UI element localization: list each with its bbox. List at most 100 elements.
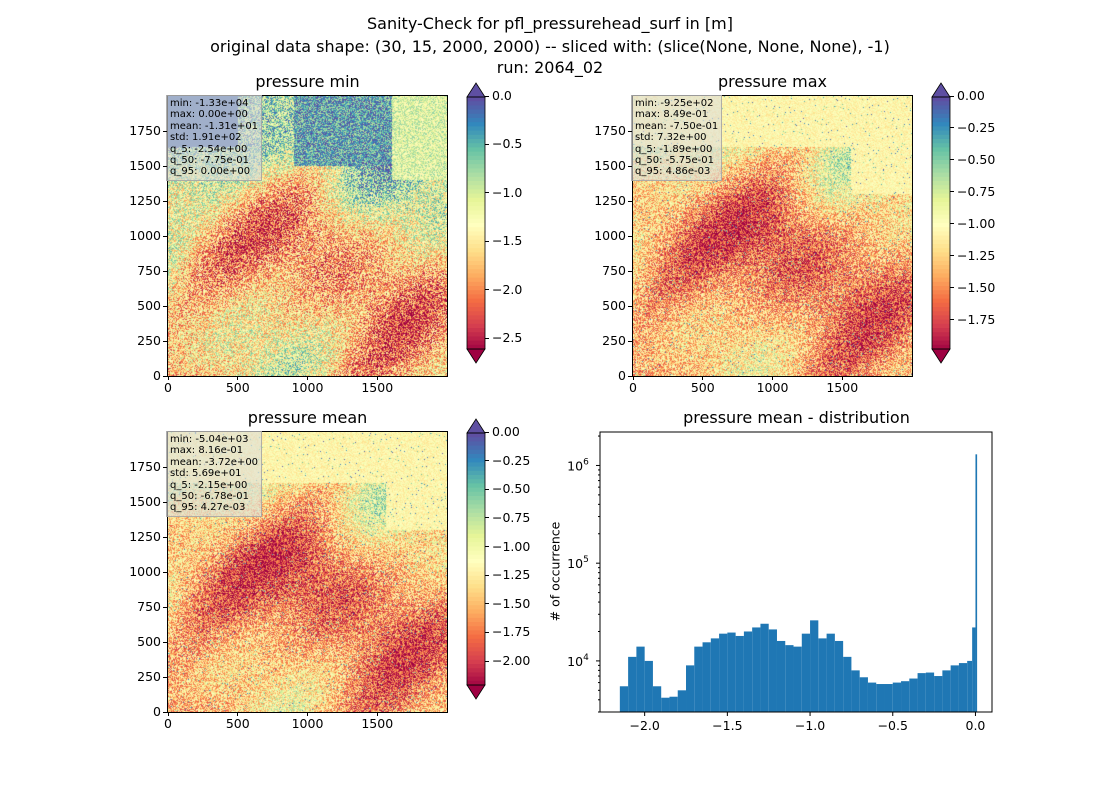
x-axis-tick bbox=[632, 376, 634, 380]
stats-line: q_95: 4.86e-03 bbox=[635, 166, 711, 178]
colorbar-segment bbox=[467, 214, 485, 220]
colorbar-tick-label: −1.50 bbox=[957, 279, 996, 295]
colorbar-segment bbox=[932, 315, 950, 321]
colorbar-segment bbox=[467, 580, 485, 585]
histogram-x-tick-label: −0.5 bbox=[878, 718, 908, 733]
colorbar-border bbox=[466, 96, 486, 350]
stats-box: min: -5.04e+03 max: 8.16e-01 mean: -3.72e+… bbox=[166, 431, 263, 517]
colorbar-segment bbox=[467, 659, 485, 665]
colorbar-segment bbox=[932, 340, 950, 346]
colorbar-segment bbox=[467, 227, 485, 232]
colorbar-segment bbox=[932, 176, 950, 182]
histogram-bar bbox=[727, 632, 736, 712]
histogram-bar bbox=[686, 665, 695, 712]
y-axis-tick bbox=[163, 165, 167, 167]
histogram-bar bbox=[818, 638, 827, 712]
colorbar-segment bbox=[467, 197, 485, 203]
colorbar-tick-label: −0.25 bbox=[492, 452, 531, 468]
histogram-frame bbox=[599, 431, 993, 713]
colorbar-segment bbox=[467, 323, 485, 329]
histogram-bar bbox=[652, 686, 662, 712]
y-axis-tick bbox=[163, 200, 167, 202]
colorbar-segment bbox=[467, 496, 485, 501]
colorbar-segment bbox=[467, 672, 485, 678]
x-axis-tick-label: 0 bbox=[164, 380, 172, 395]
colorbar-segment bbox=[467, 483, 485, 489]
colorbar-segment bbox=[467, 630, 485, 636]
colorbar-segment bbox=[467, 126, 485, 132]
y-axis-tick bbox=[163, 305, 167, 307]
colorbar-tick bbox=[485, 143, 489, 145]
histogram-bar bbox=[884, 684, 893, 712]
colorbar-segment bbox=[932, 181, 950, 186]
colorbar-segment bbox=[932, 286, 950, 291]
heatmap-title: pressure mean bbox=[247, 408, 368, 427]
y-axis-tick bbox=[163, 676, 167, 678]
colorbar-segment bbox=[467, 172, 485, 178]
colorbar-segment bbox=[467, 298, 485, 304]
colorbar-graphic bbox=[931, 82, 951, 364]
histogram-bar bbox=[909, 678, 918, 712]
y-axis-tick-label: 1250 bbox=[129, 529, 161, 544]
histogram-bar bbox=[760, 623, 769, 712]
y-axis-tick-label: 750 bbox=[137, 599, 161, 614]
y-axis-tick bbox=[628, 200, 632, 202]
colorbar-segment bbox=[932, 239, 950, 245]
y-axis-tick-label: 1500 bbox=[129, 158, 161, 173]
y-axis-tick-label: 1750 bbox=[594, 123, 626, 138]
colorbar-segment bbox=[467, 550, 485, 556]
colorbar-segment bbox=[932, 231, 950, 237]
colorbar-segment bbox=[467, 588, 485, 594]
colorbar-segment bbox=[467, 302, 485, 308]
stats-box: min: -9.25e+02 max: 8.49e-01 mean: -7.50e-… bbox=[631, 95, 723, 181]
colorbar-segment bbox=[932, 260, 950, 266]
stats-line: q_95: 0.00e+00 bbox=[170, 166, 251, 178]
histogram-bar bbox=[843, 656, 852, 712]
x-axis-tick bbox=[237, 376, 239, 380]
colorbar-segment bbox=[467, 223, 485, 228]
colorbar-tick bbox=[950, 159, 954, 161]
colorbar-segment bbox=[467, 521, 485, 526]
colorbar-segment bbox=[467, 605, 485, 610]
colorbar-segment bbox=[467, 559, 485, 564]
stats-line: min: -5.04e+03 bbox=[170, 434, 249, 445]
colorbar-segment bbox=[467, 281, 485, 287]
colorbar-segment bbox=[932, 277, 950, 283]
colorbar-tick-label: −1.0 bbox=[492, 184, 523, 200]
colorbar-segment bbox=[932, 113, 950, 119]
stats-line: max: 0.00e+00 bbox=[170, 109, 248, 121]
figure-title-line1: Sanity-Check for pfl_pressurehead_surf i… bbox=[367, 14, 733, 33]
x-axis-tick bbox=[702, 376, 704, 380]
colorbar-segment bbox=[467, 336, 485, 342]
colorbar-segment bbox=[467, 601, 485, 606]
colorbar-segment bbox=[467, 470, 485, 476]
colorbar-segment bbox=[932, 332, 950, 337]
colorbar-tick-label: 0.00 bbox=[492, 424, 520, 439]
colorbar-segment bbox=[932, 223, 950, 228]
colorbar-segment bbox=[467, 328, 485, 333]
y-axis-tick bbox=[163, 130, 167, 132]
y-axis-tick-label: 1500 bbox=[594, 158, 626, 173]
colorbar-segment bbox=[932, 210, 950, 216]
colorbar-segment bbox=[467, 210, 485, 216]
colorbar-segment bbox=[467, 575, 485, 581]
colorbar-segment bbox=[467, 479, 485, 484]
histogram-bar bbox=[975, 454, 978, 712]
colorbar-segment bbox=[467, 622, 485, 627]
colorbar-segment bbox=[467, 319, 485, 325]
colorbar-tick bbox=[485, 240, 489, 242]
histogram-bar bbox=[972, 627, 976, 712]
colorbar-tick bbox=[485, 289, 489, 291]
colorbar-segment bbox=[467, 185, 485, 190]
colorbar-segment bbox=[467, 97, 485, 102]
colorbar-segment bbox=[932, 197, 950, 203]
colorbar-border bbox=[466, 432, 486, 686]
colorbar-segment bbox=[932, 126, 950, 132]
colorbar-segment bbox=[467, 546, 485, 552]
x-axis-tick-label: 500 bbox=[225, 380, 250, 395]
colorbar-segment bbox=[467, 613, 485, 619]
colorbar-tick bbox=[485, 192, 489, 194]
colorbar-segment bbox=[467, 433, 485, 438]
histogram-bar bbox=[859, 677, 868, 712]
